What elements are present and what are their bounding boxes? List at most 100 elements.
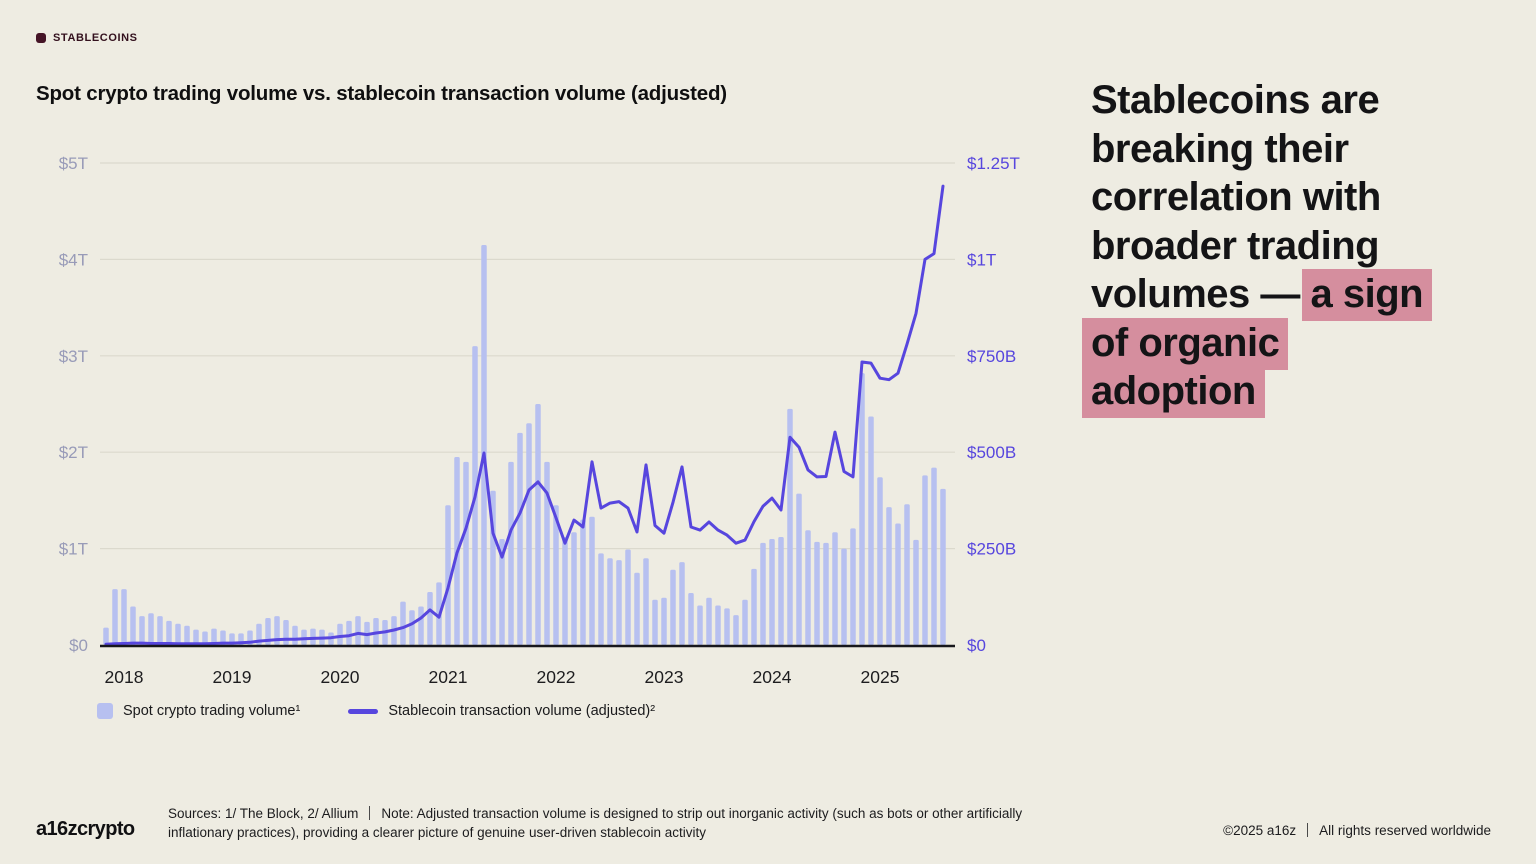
spot-volume-bar [688,592,694,645]
spot-volume-bar [166,620,172,645]
footer-sources-note: Sources: 1/ The Block, 2/ Allium Note: Ad… [168,805,1034,842]
spot-volume-bar [310,628,316,645]
volume-chart: $5T $1.25T $4T $1T $3T $750B $2T $500B $1T $250B $… [59,154,1020,687]
headline-line: of organic [1082,317,1491,370]
spot-volume-bar [157,616,163,645]
spot-volume-bar [418,606,424,645]
headline-line: broader trading [1091,222,1491,271]
headline: Stablecoins are breaking their correlation… [1082,76,1491,418]
line-series-swatch-icon [348,708,379,714]
stablecoins-tag-label: STABLECOINS [53,32,138,44]
spot-volume-bar [787,408,793,645]
spot-volume-bar [652,599,658,645]
x-axis-year-label: 2025 [861,667,900,687]
copyright: ©2025 a16z All rights reserved worldwide [1223,823,1491,838]
spot-volume-bar [508,461,514,645]
bar-series-swatch-icon [97,703,113,719]
headline-text: correlation with [1091,175,1381,219]
headline-line: adoption [1082,366,1491,418]
spot-volume-bar [661,597,667,645]
spot-volume-bar [859,373,865,645]
spot-volume-bar [175,623,181,645]
spot-volume-bar [499,538,505,645]
spot-volume-bar [796,493,802,645]
spot-volume-bar [679,562,685,645]
headline-line: Stablecoins are [1091,76,1491,125]
spot-volume-bar [346,620,352,645]
spot-volume-bar [103,627,109,645]
spot-volume-bar [805,530,811,645]
spot-volume-bar [463,461,469,645]
right-axis-tick-label: $750B [967,347,1016,366]
spot-volume-bar [301,629,307,645]
spot-volume-bar [904,504,910,645]
headline-text: Stablecoins are [1091,78,1380,122]
headline-text: broader trading [1091,223,1380,268]
spot-volume-bar [724,608,730,645]
spot-volume-bar [625,549,631,645]
spot-volume-bar [292,625,298,645]
spot-volume-bar [895,523,901,645]
spot-volume-bar [913,539,919,645]
spot-volume-bar [193,629,199,645]
legend-item-spot-volume: Spot crypto trading volume¹ [97,703,300,719]
x-axis-year-label: 2021 [429,667,468,687]
left-axis-tick-label: $3T [59,347,88,366]
spot-volume-bar [616,560,622,645]
spot-volume-bar [814,541,820,645]
spot-volume-bar [571,532,577,645]
spot-volume-bar [769,538,775,645]
spot-volume-bar [553,505,559,645]
spot-volume-bar [337,623,343,645]
spot-volume-bar [427,591,433,645]
headline-line: correlation with [1091,173,1491,222]
spot-volume-bar [589,516,595,645]
spot-volume-bar [265,618,271,645]
right-axis-tick-label: $250B [967,540,1016,559]
stablecoin-volume-line [104,184,945,646]
spot-volume-bar [868,416,874,645]
spot-volume-bar [580,519,586,645]
left-axis-tick-label: $1T [59,540,88,559]
spot-volume-bar [220,630,226,645]
sources-text: Sources: 1/ The Block, 2/ Allium [168,806,359,821]
spot-volume-bar [841,548,847,645]
spot-volume-bar [400,601,406,645]
headline-highlighted-text: of organic [1082,317,1289,370]
legend-line-label: Stablecoin transaction volume (adjusted)… [388,703,656,719]
legend-item-stablecoin-volume: Stablecoin transaction volume (adjusted)… [348,703,655,719]
spot-volume-bar [121,589,127,645]
spot-volume-bar [643,558,649,645]
spot-volume-bar [742,599,748,645]
left-axis-tick-label: $2T [59,443,88,462]
spot-volume-bar [697,605,703,645]
spot-volume-bar [886,507,892,645]
spot-volume-bar [832,532,838,645]
spot-volume-bar [634,572,640,645]
right-axis-tick-label: $1.25T [967,154,1020,173]
rights-text: All rights reserved worldwide [1319,823,1491,838]
spot-volume-bar [706,597,712,645]
spot-volume-bar [544,461,550,645]
spot-volume-bar [112,589,118,645]
spot-volume-bar [130,606,136,645]
spot-volume-bar [733,615,739,645]
headline-highlighted-text: adoption [1082,366,1265,418]
copyright-text: ©2025 a16z [1223,823,1297,838]
spot-volume-bar [526,423,532,645]
x-axis-year-label: 2022 [537,667,576,687]
divider [369,806,371,820]
x-axis-year-label: 2024 [753,667,792,687]
spot-volume-bar [670,569,676,645]
spot-volume-bar [751,568,757,645]
spot-volume-bar [148,613,154,645]
headline-text: breaking their [1091,126,1349,171]
spot-volume-bar [517,432,523,645]
spot-volume-bar [715,605,721,645]
right-axis-tick-label: $500B [967,443,1016,462]
divider [1307,823,1309,837]
spot-volume-bar [445,505,451,645]
x-axis-year-label: 2019 [213,667,252,687]
stablecoins-tag: STABLECOINS [36,32,138,44]
